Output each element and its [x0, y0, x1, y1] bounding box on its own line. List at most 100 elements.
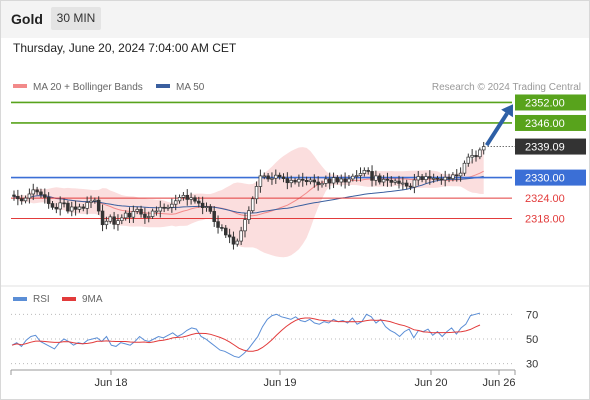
candle-body — [85, 202, 89, 209]
candle-body — [424, 176, 428, 180]
candle-body — [466, 156, 471, 164]
osc-legend-label-1: 9MA — [82, 294, 103, 305]
x-tick-label-0: Jun 18 — [94, 377, 127, 389]
candle-body — [220, 227, 224, 229]
candle-body — [393, 180, 397, 183]
legend-swatch-0 — [13, 84, 27, 88]
candle-body — [447, 176, 451, 179]
candle-body — [112, 216, 116, 225]
candle-body — [285, 178, 290, 184]
candle-body — [304, 179, 309, 183]
candle-body — [89, 200, 93, 203]
candle-body — [35, 189, 39, 193]
candle-body — [208, 206, 213, 212]
chart-datetime: Thursday, June 20, 2024 7:04:00 AM CET — [13, 41, 237, 55]
candle-body — [204, 206, 209, 208]
timeframe-button[interactable]: 30 MIN — [51, 7, 101, 30]
legend-swatch-1 — [156, 84, 170, 88]
candle-body — [54, 206, 59, 210]
candle-body — [143, 213, 147, 218]
last-price-box — [515, 138, 586, 155]
candle-body — [77, 206, 82, 210]
candle-body — [378, 175, 382, 183]
candle-body — [366, 170, 370, 172]
candle-body — [354, 175, 359, 177]
candle-body — [362, 170, 367, 174]
candle-body — [185, 194, 190, 200]
candle-body — [166, 206, 170, 209]
rsi-tick-30: 30 — [526, 359, 538, 371]
candle-body — [239, 230, 243, 242]
candle-body — [358, 173, 363, 176]
candle-body — [474, 155, 478, 158]
candle-body — [327, 178, 332, 184]
candle-body — [31, 189, 36, 195]
level-label-2352.00: 2352.00 — [525, 97, 565, 109]
candle-body — [297, 178, 301, 183]
candle-body — [73, 206, 78, 210]
candle-body — [270, 177, 274, 180]
candle-body — [481, 146, 486, 151]
rsi-tick-50: 50 — [526, 334, 538, 346]
candle-body — [281, 176, 286, 179]
candle-body — [108, 216, 112, 222]
candle-body — [293, 179, 297, 183]
candle-body — [154, 210, 159, 213]
candle-body — [231, 236, 236, 245]
candle-body — [177, 197, 182, 202]
candle-body — [181, 194, 186, 198]
instrument-title: Gold — [11, 11, 43, 27]
rsi-line — [11, 312, 481, 359]
candle-body — [451, 174, 455, 179]
candle-body — [66, 202, 70, 212]
candle-body — [227, 234, 232, 238]
candle-body — [150, 210, 155, 217]
candle-body — [301, 178, 305, 181]
candle-body — [254, 186, 259, 200]
legend-label-1: MA 50 — [176, 82, 205, 93]
candle-body — [50, 203, 55, 208]
candle-body — [374, 175, 378, 181]
bollinger-band — [14, 147, 484, 258]
candle-body — [277, 174, 282, 178]
candle-body — [43, 194, 47, 198]
candle-body — [39, 191, 43, 196]
candle-body — [197, 200, 201, 204]
candle-body — [93, 199, 97, 202]
x-tick-label-3: Jun 26 — [482, 377, 515, 389]
candle-body — [62, 202, 66, 205]
candle-body — [431, 177, 436, 180]
candle-body — [200, 202, 205, 208]
candle-body — [320, 183, 324, 186]
candle-body — [397, 180, 401, 184]
candle-body — [224, 227, 228, 236]
candle-body — [104, 220, 109, 226]
candle-body — [170, 203, 174, 208]
candle-body — [428, 176, 432, 179]
forecast-arrow-head — [501, 104, 513, 118]
candle-body — [308, 179, 313, 183]
candle-body — [120, 217, 124, 221]
candle-body — [331, 177, 336, 184]
candle-body — [266, 175, 270, 180]
candle-body — [100, 210, 105, 226]
candle-body — [370, 171, 374, 181]
candle-body — [385, 178, 390, 181]
candle-body — [262, 175, 267, 178]
x-tick-label-2: Jun 20 — [414, 377, 447, 389]
osc-legend-label-0: RSI — [33, 294, 50, 305]
candle-body — [443, 176, 447, 181]
candle-body — [250, 198, 255, 212]
candle-body — [258, 175, 263, 187]
candle-body — [96, 199, 101, 212]
candle-body — [173, 200, 178, 205]
candle-body — [189, 197, 193, 200]
candle-body — [162, 206, 166, 209]
level-label-2318.00: 2318.00 — [525, 214, 565, 226]
candle-body — [131, 211, 136, 218]
candle-body — [247, 210, 251, 220]
candle-body — [416, 176, 421, 181]
candle-body — [455, 174, 459, 177]
candle-body — [123, 212, 128, 219]
